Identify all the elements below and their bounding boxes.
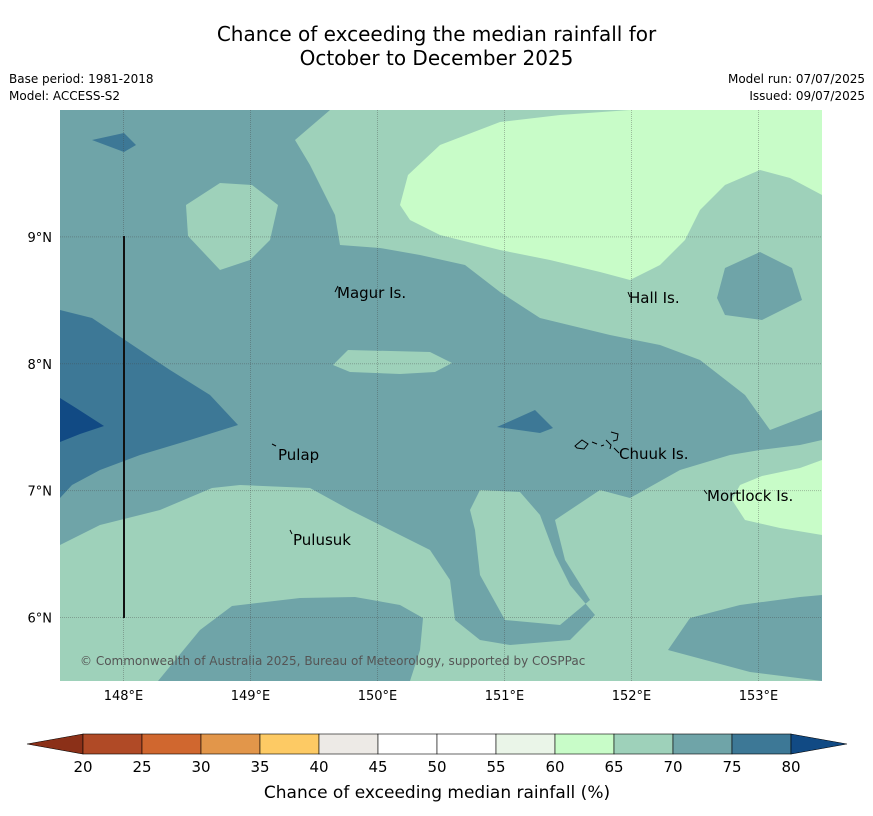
meta-left: Base period: 1981-2018 Model: ACCESS-S2 xyxy=(9,71,154,105)
colorbar-tick-label: 45 xyxy=(368,758,387,776)
contour-70-75-south xyxy=(158,597,423,681)
colorbar-tick-label: 40 xyxy=(309,758,328,776)
colorbar-title: Chance of exceeding median rainfall (%) xyxy=(264,783,610,803)
lat-tick-label: 9°N xyxy=(28,231,53,246)
colorbar-tick-label: 55 xyxy=(486,758,505,776)
island-pulap xyxy=(271,443,277,447)
colorbar-tick-label: 75 xyxy=(722,758,741,776)
lon-tick-label: 153°E xyxy=(739,689,779,704)
contour-75-80-north-patch xyxy=(92,133,136,152)
colorbar-tick-label: 20 xyxy=(73,758,92,776)
contour-field xyxy=(60,110,822,681)
colorbar-tick-label: 35 xyxy=(250,758,269,776)
colorbar-bin-70_75 xyxy=(672,733,733,755)
title-line-1: Chance of exceeding the median rainfall … xyxy=(216,22,657,46)
contour-65-70-northwest xyxy=(186,183,278,270)
model-run: Model run: 07/07/2025 xyxy=(727,72,865,86)
latitude-tick-labels: 6°N 7°N 8°N 9°N xyxy=(28,231,53,627)
colorbar-above-arrow xyxy=(790,733,848,755)
longitude-tick-labels: 148°E 149°E 150°E 151°E 152°E 153°E xyxy=(104,689,779,704)
colorbar-bin-35_40 xyxy=(259,733,320,755)
lat-tick-label: 7°N xyxy=(28,485,53,500)
place-chuuk: Chuuk Is. xyxy=(619,445,688,463)
map-title: Chance of exceeding the median rainfall … xyxy=(0,22,873,70)
lat-tick-label: 8°N xyxy=(28,358,53,373)
contour-75-80-chuuk-patch xyxy=(497,410,553,433)
lon-tick-label: 152°E xyxy=(612,689,652,704)
colorbar-bin-75_80 xyxy=(731,733,792,755)
contour-75-80-west xyxy=(60,310,238,498)
lon-tick-label: 151°E xyxy=(485,689,525,704)
model-name: Model: ACCESS-S2 xyxy=(9,89,121,103)
copyright-notice: © Commonwealth of Australia 2025, Bureau… xyxy=(80,654,585,668)
island-chuuk-cluster xyxy=(574,431,620,454)
colorbar-tick-label: 30 xyxy=(191,758,210,776)
colorbar-tick-label: 80 xyxy=(781,758,800,776)
contour-60-65-northeast xyxy=(400,110,822,280)
colorbar-bin-65_70 xyxy=(613,733,674,755)
place-hall: Hall Is. xyxy=(629,289,680,307)
colorbar-bin-45_50 xyxy=(377,733,438,755)
island-hall xyxy=(627,291,631,298)
base-period: Base period: 1981-2018 xyxy=(9,72,154,86)
colorbar-bin-60_65 xyxy=(554,733,615,755)
colorbar-bin-55_60 xyxy=(495,733,556,755)
colorbar-tick-label: 60 xyxy=(545,758,564,776)
colorbar-tick-label: 25 xyxy=(132,758,151,776)
island-pulusuk xyxy=(289,529,293,535)
title-line-2: October to December 2025 xyxy=(299,46,574,70)
colorbar-bin-25_30 xyxy=(141,733,202,755)
colorbar-below-arrow xyxy=(26,733,84,755)
place-pulusuk: Pulusuk xyxy=(293,531,351,549)
colorbar: 20 25 30 35 40 45 50 55 60 65 70 75 80 xyxy=(26,733,848,776)
colorbar-bin-30_35 xyxy=(200,733,261,755)
island-markers xyxy=(271,285,708,535)
contour-above-80-west xyxy=(60,398,104,442)
contour-70-75-east xyxy=(717,252,802,320)
colorbar-bin-40_45 xyxy=(318,733,379,755)
place-mortlock: Mortlock Is. xyxy=(707,487,793,505)
lon-tick-label: 150°E xyxy=(358,689,398,704)
island-magur xyxy=(334,285,339,293)
colorbar-bin-50_55 xyxy=(436,733,497,755)
contour-70-75-southeast xyxy=(668,595,822,681)
colorbar-tick-label: 65 xyxy=(604,758,623,776)
contour-65-70-center xyxy=(333,350,452,374)
island-mortlock xyxy=(703,489,708,495)
place-magur: Magur Is. xyxy=(337,284,406,302)
colorbar-bin-20_25 xyxy=(82,733,143,755)
gridlines xyxy=(60,110,822,681)
lat-tick-label: 6°N xyxy=(28,612,53,627)
colorbar-tick-label: 50 xyxy=(427,758,446,776)
lon-tick-label: 149°E xyxy=(231,689,271,704)
contour-60-65-east xyxy=(732,460,822,535)
issued-date: Issued: 09/07/2025 xyxy=(749,89,865,103)
colorbar-tick-label: 70 xyxy=(663,758,682,776)
place-pulap: Pulap xyxy=(278,446,319,464)
meta-right: Model run: 07/07/2025 Issued: 09/07/2025 xyxy=(728,71,865,105)
lon-tick-label: 148°E xyxy=(104,689,144,704)
